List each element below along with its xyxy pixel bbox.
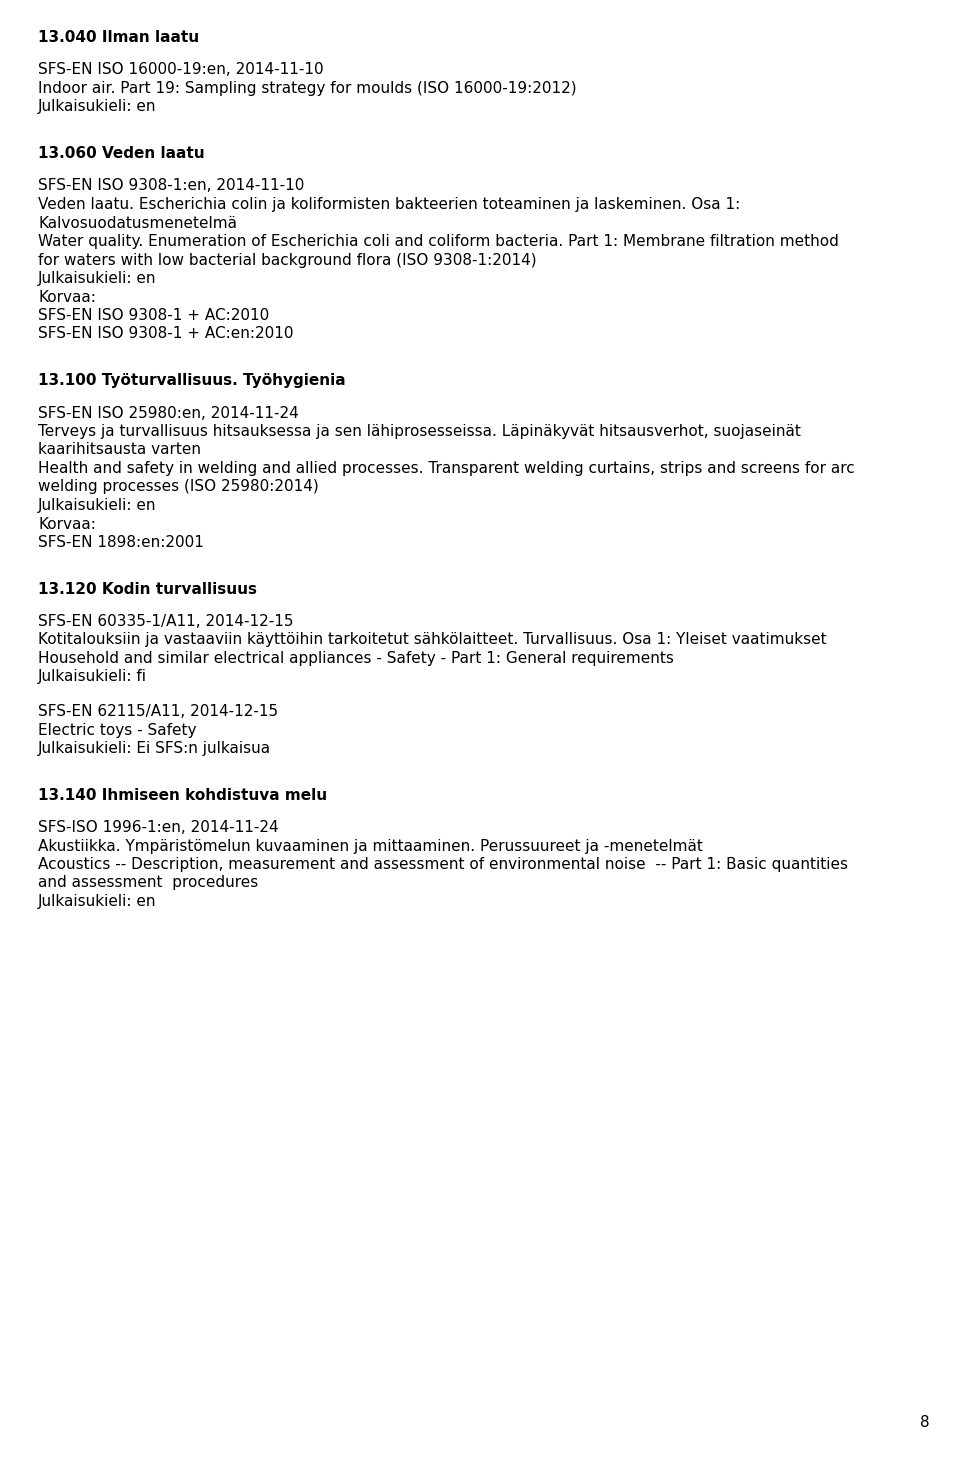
Text: and assessment  procedures: and assessment procedures — [38, 875, 258, 891]
Text: Veden laatu. Escherichia colin ja koliformisten bakteerien toteaminen ja laskemi: Veden laatu. Escherichia colin ja kolifo… — [38, 198, 740, 212]
Text: welding processes (ISO 25980:2014): welding processes (ISO 25980:2014) — [38, 480, 319, 494]
Text: for waters with low bacterial background flora (ISO 9308-1:2014): for waters with low bacterial background… — [38, 253, 537, 268]
Text: Electric toys - Safety: Electric toys - Safety — [38, 723, 197, 737]
Text: Kotitalouksiin ja vastaaviin käyttöihin tarkoitetut sähkölaitteet. Turvallisuus.: Kotitalouksiin ja vastaaviin käyttöihin … — [38, 632, 827, 648]
Text: Julkaisukieli: en: Julkaisukieli: en — [38, 894, 156, 909]
Text: kaarihitsausta varten: kaarihitsausta varten — [38, 442, 201, 458]
Text: SFS-ISO 1996-1:en, 2014-11-24: SFS-ISO 1996-1:en, 2014-11-24 — [38, 819, 278, 835]
Text: Korvaa:: Korvaa: — [38, 516, 96, 531]
Text: Kalvosuodatusmenetelmä: Kalvosuodatusmenetelmä — [38, 215, 237, 231]
Text: Household and similar electrical appliances - Safety - Part 1: General requireme: Household and similar electrical applian… — [38, 651, 674, 666]
Text: Julkaisukieli: en: Julkaisukieli: en — [38, 271, 156, 285]
Text: SFS-EN ISO 16000-19:en, 2014-11-10: SFS-EN ISO 16000-19:en, 2014-11-10 — [38, 63, 324, 78]
Text: Julkaisukieli: en: Julkaisukieli: en — [38, 99, 156, 114]
Text: Julkaisukieli: en: Julkaisukieli: en — [38, 497, 156, 514]
Text: SFS-EN 1898:en:2001: SFS-EN 1898:en:2001 — [38, 535, 204, 550]
Text: Acoustics -- Description, measurement and assessment of environmental noise  -- : Acoustics -- Description, measurement an… — [38, 857, 848, 872]
Text: Korvaa:: Korvaa: — [38, 290, 96, 304]
Text: SFS-EN ISO 25980:en, 2014-11-24: SFS-EN ISO 25980:en, 2014-11-24 — [38, 405, 299, 420]
Text: Terveys ja turvallisuus hitsauksessa ja sen lähiprosesseissa. Läpinäkyvät hitsau: Terveys ja turvallisuus hitsauksessa ja … — [38, 424, 801, 439]
Text: SFS-EN ISO 9308-1:en, 2014-11-10: SFS-EN ISO 9308-1:en, 2014-11-10 — [38, 178, 304, 193]
Text: Akustiikka. Ympäristömelun kuvaaminen ja mittaaminen. Perussuureet ja -menetelmä: Akustiikka. Ympäristömelun kuvaaminen ja… — [38, 838, 703, 853]
Text: SFS-EN 60335-1/A11, 2014-12-15: SFS-EN 60335-1/A11, 2014-12-15 — [38, 614, 294, 629]
Text: 13.140 Ihmiseen kohdistuva melu: 13.140 Ihmiseen kohdistuva melu — [38, 787, 327, 803]
Text: Water quality. Enumeration of Escherichia coli and coliform bacteria. Part 1: Me: Water quality. Enumeration of Escherichi… — [38, 234, 839, 249]
Text: 13.060 Veden laatu: 13.060 Veden laatu — [38, 146, 204, 161]
Text: SFS-EN ISO 9308-1 + AC:en:2010: SFS-EN ISO 9308-1 + AC:en:2010 — [38, 326, 294, 341]
Text: 13.040 Ilman laatu: 13.040 Ilman laatu — [38, 31, 199, 45]
Text: SFS-EN 62115/A11, 2014-12-15: SFS-EN 62115/A11, 2014-12-15 — [38, 704, 278, 718]
Text: SFS-EN ISO 9308-1 + AC:2010: SFS-EN ISO 9308-1 + AC:2010 — [38, 309, 269, 323]
Text: Indoor air. Part 19: Sampling strategy for moulds (ISO 16000-19:2012): Indoor air. Part 19: Sampling strategy f… — [38, 80, 577, 97]
Text: Health and safety in welding and allied processes. Transparent welding curtains,: Health and safety in welding and allied … — [38, 461, 854, 475]
Text: 13.100 Työturvallisuus. Työhygienia: 13.100 Työturvallisuus. Työhygienia — [38, 373, 346, 388]
Text: Julkaisukieli: fi: Julkaisukieli: fi — [38, 670, 147, 685]
Text: 8: 8 — [921, 1415, 930, 1429]
Text: Julkaisukieli: Ei SFS:n julkaisua: Julkaisukieli: Ei SFS:n julkaisua — [38, 740, 271, 756]
Text: 13.120 Kodin turvallisuus: 13.120 Kodin turvallisuus — [38, 581, 257, 597]
